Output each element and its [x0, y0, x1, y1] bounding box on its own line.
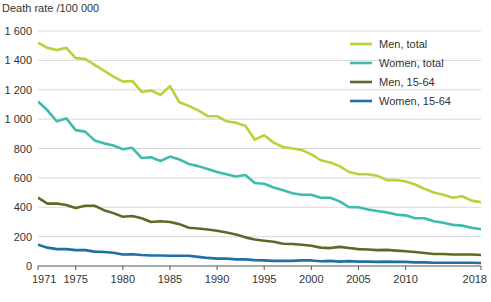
y-tick-label: 1 000 [4, 113, 32, 125]
grid-line [38, 177, 481, 178]
x-tick-label: 1971 [32, 273, 56, 285]
x-tick-label: 2005 [346, 273, 370, 285]
x-tick [169, 266, 170, 270]
x-tick-label: 2000 [299, 273, 323, 285]
y-tick-label: 200 [14, 231, 32, 243]
plot-area [38, 43, 481, 263]
y-tick-label: 0 [26, 260, 32, 272]
x-tick-label: 2018 [463, 273, 487, 285]
grid-line [38, 148, 481, 149]
legend-label: Men, total [379, 38, 427, 50]
y-tick-label: 1 400 [4, 54, 32, 66]
x-tick [264, 266, 265, 270]
series-line [38, 245, 481, 263]
y-tick-label: 1 600 [4, 25, 32, 37]
legend-swatch [350, 62, 372, 65]
grid-line [38, 207, 481, 208]
x-tick-label: 1975 [63, 273, 87, 285]
x-tick [481, 266, 482, 270]
y-axis-label: Death rate /100 000 [2, 2, 99, 14]
x-tick [38, 266, 39, 270]
x-tick-label: 1990 [205, 273, 229, 285]
series-line [38, 43, 481, 202]
legend-label: Women, 15-64 [379, 95, 451, 107]
legend-swatch [350, 43, 372, 46]
chart: 0 200 400 600 800 1 000 1 200 1 400 1 600 1971 197… [0, 0, 491, 302]
x-tick-label: 1985 [158, 273, 182, 285]
grid-line [38, 119, 481, 120]
x-tick-label: 1980 [111, 273, 135, 285]
x-tick-label: 1995 [252, 273, 276, 285]
y-tick-label: 1 200 [4, 84, 32, 96]
grid-line [38, 31, 481, 32]
legend-label: Men, 15-64 [379, 76, 435, 88]
x-tick [75, 266, 76, 270]
series-line [38, 198, 481, 255]
x-tick [217, 266, 218, 270]
x-tick [122, 266, 123, 270]
x-axis [38, 266, 481, 267]
x-tick [311, 266, 312, 270]
grid-line [38, 89, 481, 90]
x-tick-label: 2010 [393, 273, 417, 285]
y-tick-label: 600 [14, 172, 32, 184]
y-tick-label: 800 [14, 143, 32, 155]
legend-swatch [350, 100, 372, 103]
x-tick [358, 266, 359, 270]
y-tick-label: 400 [14, 201, 32, 213]
legend-label: Women, total [379, 57, 444, 69]
x-tick [405, 266, 406, 270]
grid-line [38, 236, 481, 237]
legend-swatch [350, 81, 372, 84]
